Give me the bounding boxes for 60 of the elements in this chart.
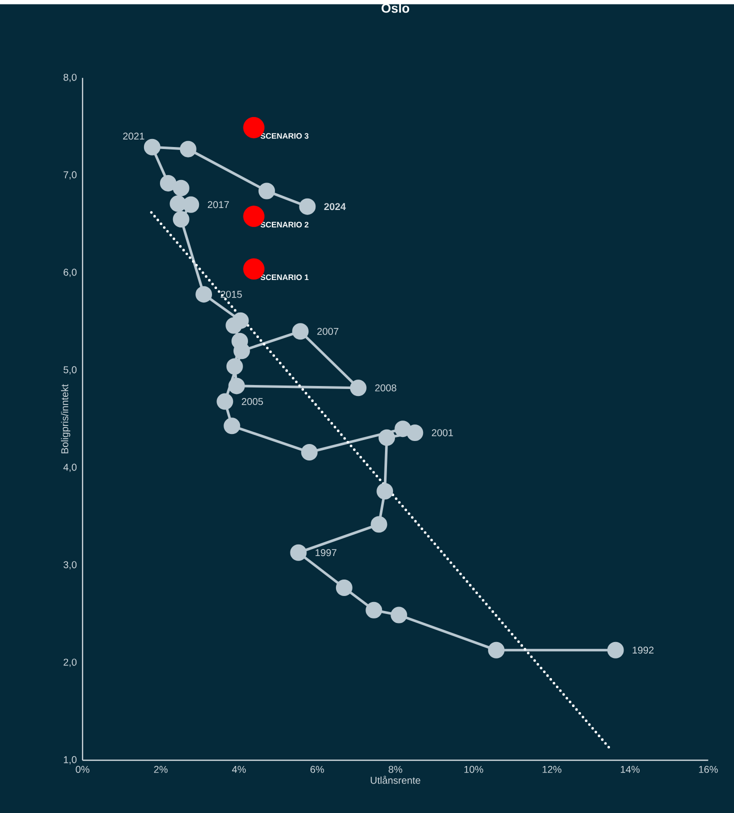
point [292,323,309,340]
point [226,358,243,375]
y-tick-label: 7,0 [64,171,77,180]
y-tick-label: 5,0 [64,366,77,374]
x-tick-label: 2% [154,766,168,773]
point [258,182,275,200]
point [172,211,190,228]
point [228,378,245,394]
point [216,393,234,410]
chart-title: Oslo [382,3,410,13]
y-tick-label: 8,0 [64,74,77,82]
x-tick-label: 14% [620,766,640,773]
x-tick-label: 4% [232,766,246,773]
point [182,196,200,213]
point [370,516,388,533]
annotation: 2021 [123,132,144,140]
point [394,420,412,438]
point [376,482,394,500]
point [299,198,316,215]
x-tick-label: 8% [388,766,402,773]
point [378,429,396,446]
point [172,180,190,196]
annotation: 1997 [316,549,336,556]
point [301,444,318,460]
point [350,380,366,396]
x-tick-label: 16% [699,766,718,773]
point [180,140,196,158]
y-tick-label: 3,0 [64,561,77,570]
y-tick-label: 6,0 [64,268,77,277]
point [231,332,248,350]
y-tick-label: 1,0 [64,756,77,764]
annotation: 2005 [242,398,263,406]
x-tick-label: 0% [76,766,90,773]
annotation: 2024 [324,203,346,210]
point [196,286,212,303]
point [488,642,505,658]
annotation: 2007 [317,328,338,335]
point [224,418,240,434]
y-tick-label: 4,0 [63,464,77,472]
x-tick-label: 6% [310,766,324,773]
x-tick-label: 10% [464,766,484,773]
annotation: 2001 [432,429,453,436]
point [290,544,307,561]
annotation: 2017 [208,201,229,208]
point [144,138,160,156]
x-axis-title: Utlånsrente [370,776,420,784]
x-tick-label: 12% [542,766,562,773]
point [390,606,408,624]
annotation: 1992 [632,646,654,654]
point [170,195,186,212]
point [607,642,624,658]
point [366,602,382,618]
y-axis-title: Boligpris/inntekt [60,384,70,454]
point [406,424,424,441]
y-tick-label: 2,0 [64,658,77,667]
point [336,579,352,596]
annotation: 2008 [375,384,396,392]
point [232,312,249,329]
annotation: 2015 [220,290,242,298]
point [160,174,176,192]
